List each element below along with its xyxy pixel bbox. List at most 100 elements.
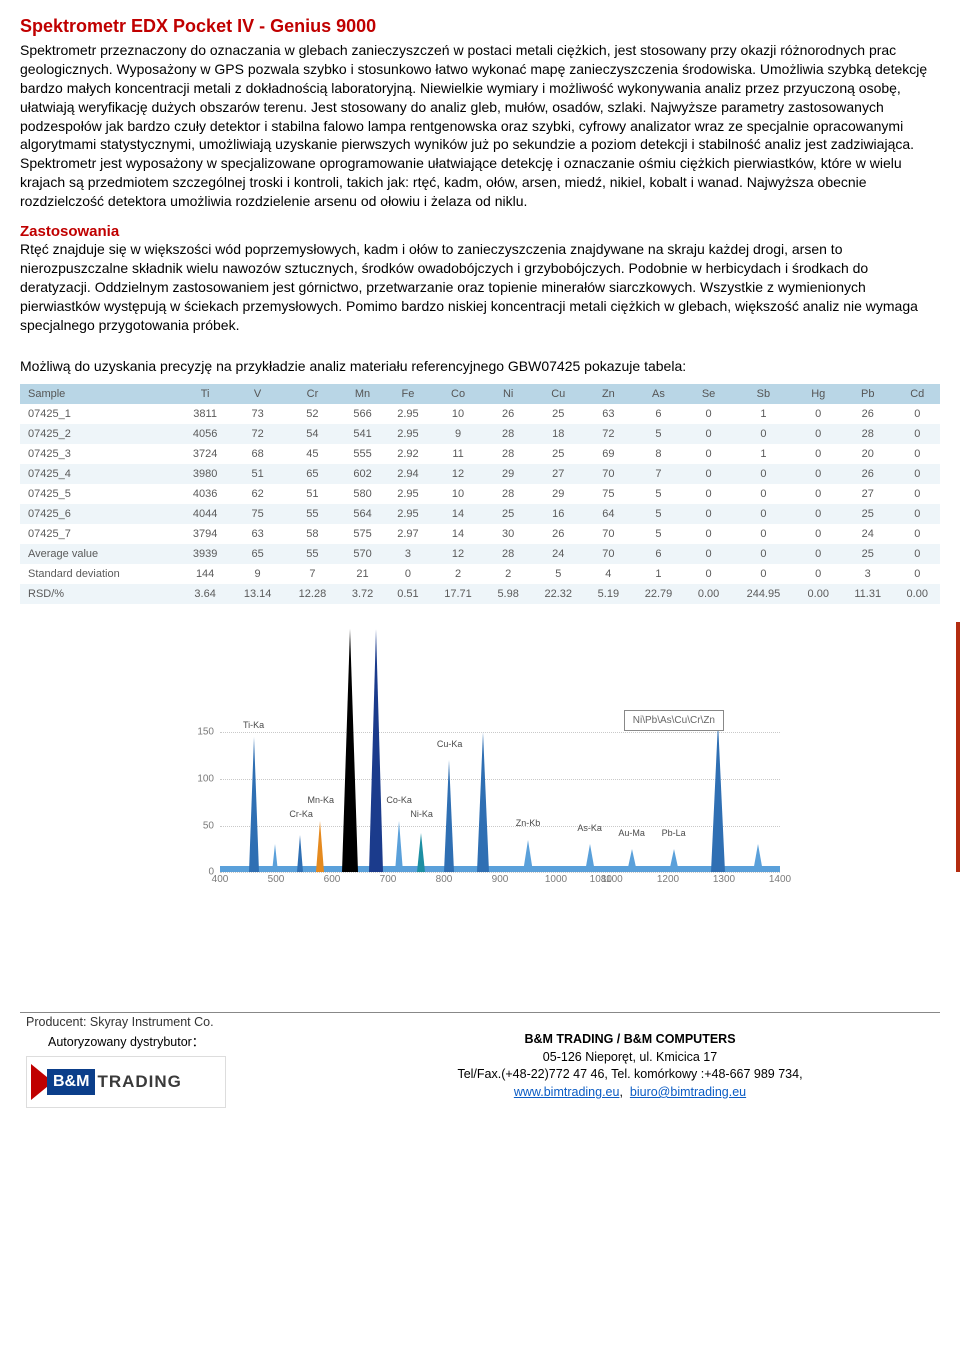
spectrum-peak xyxy=(417,833,425,872)
table-header-cell: Se xyxy=(686,384,731,404)
table-cell: 64 xyxy=(586,504,631,524)
x-axis-tick: 1400 xyxy=(769,874,791,885)
table-cell: 0 xyxy=(686,564,731,584)
table-header-cell: Mn xyxy=(340,384,385,404)
table-cell: 3939 xyxy=(180,544,230,564)
table-cell: 2.95 xyxy=(385,424,430,444)
table-cell: 58 xyxy=(285,524,340,544)
table-cell: 3.64 xyxy=(180,584,230,604)
table-cell: 564 xyxy=(340,504,385,524)
table-cell: 12 xyxy=(431,464,486,484)
table-cell: 11 xyxy=(431,444,486,464)
table-cell: 12 xyxy=(431,544,486,564)
precision-table: SampleTiVCrMnFeCoNiCuZnAsSeSbHgPbCd 0742… xyxy=(20,384,940,604)
table-cell: 30 xyxy=(485,524,530,544)
website-link[interactable]: www.bimtrading.eu xyxy=(514,1085,620,1099)
table-cell: 07425_3 xyxy=(20,444,180,464)
table-cell: 0 xyxy=(731,424,795,444)
table-cell: 5 xyxy=(531,564,586,584)
peak-label: Zn-Kb xyxy=(516,818,541,828)
table-row: RSD/%3.6413.1412.283.720.5117.715.9822.3… xyxy=(20,584,940,604)
table-cell: 5.98 xyxy=(485,584,530,604)
table-cell: 2.95 xyxy=(385,404,430,424)
spectrum-peak xyxy=(369,629,383,872)
table-cell: 13.14 xyxy=(230,584,285,604)
spectrum-peak xyxy=(669,849,679,872)
table-cell: 70 xyxy=(586,464,631,484)
table-cell: 25 xyxy=(841,504,895,524)
table-cell: 0 xyxy=(895,504,941,524)
table-row: 07425_1381173525662.95102625636010260 xyxy=(20,404,940,424)
table-cell: 21 xyxy=(340,564,385,584)
x-axis-tick: 800 xyxy=(436,874,453,885)
table-cell: 28 xyxy=(485,544,530,564)
table-cell: 0 xyxy=(686,404,731,424)
spectrum-peak xyxy=(585,844,595,872)
table-cell: 12.28 xyxy=(285,584,340,604)
table-cell: 5 xyxy=(631,524,686,544)
table-cell: 65 xyxy=(230,544,285,564)
table-cell: 5 xyxy=(631,424,686,444)
table-cell: 3794 xyxy=(180,524,230,544)
table-cell: 0 xyxy=(796,504,841,524)
table-row: 07425_6404475555642.95142516645000250 xyxy=(20,504,940,524)
table-cell: 602 xyxy=(340,464,385,484)
table-cell: 3 xyxy=(841,564,895,584)
table-cell: 20 xyxy=(841,444,895,464)
table-cell: 45 xyxy=(285,444,340,464)
table-cell: 3811 xyxy=(180,404,230,424)
table-cell: 5 xyxy=(631,484,686,504)
y-axis-tick: 150 xyxy=(197,726,214,737)
table-cell: 24 xyxy=(841,524,895,544)
table-cell: 07425_4 xyxy=(20,464,180,484)
table-cell: 0 xyxy=(895,444,941,464)
table-header-cell: Cr xyxy=(285,384,340,404)
table-cell: 0.00 xyxy=(686,584,731,604)
table-cell: 0 xyxy=(731,564,795,584)
table-cell: 28 xyxy=(485,484,530,504)
table-cell: 17.71 xyxy=(431,584,486,604)
y-axis-tick: 50 xyxy=(203,820,214,831)
email-link[interactable]: biuro@bimtrading.eu xyxy=(630,1085,746,1099)
table-cell: 14 xyxy=(431,524,486,544)
table-header-cell: Fe xyxy=(385,384,430,404)
spectrum-peak xyxy=(444,760,454,872)
table-cell: 0 xyxy=(796,464,841,484)
table-header-cell: Zn xyxy=(586,384,631,404)
distributor-label: Autoryzowany dystrybutor： xyxy=(48,1031,320,1050)
table-cell: 55 xyxy=(285,544,340,564)
table-cell: 26 xyxy=(531,524,586,544)
table-cell: 73 xyxy=(230,404,285,424)
table-cell: 0.51 xyxy=(385,584,430,604)
table-cell: 0 xyxy=(796,544,841,564)
table-cell: 28 xyxy=(485,444,530,464)
x-axis-tick: 1300 xyxy=(713,874,735,885)
table-caption: Możliwą do uzyskania precyzję na przykła… xyxy=(20,358,940,374)
table-cell: 54 xyxy=(285,424,340,444)
spectrum-peak xyxy=(316,821,324,872)
table-cell: 4 xyxy=(586,564,631,584)
table-cell: 65 xyxy=(285,464,340,484)
table-row: 07425_3372468455552.92112825698010200 xyxy=(20,444,940,464)
table-row: 07425_2405672545412.9592818725000280 xyxy=(20,424,940,444)
table-cell: 51 xyxy=(230,464,285,484)
table-cell: 0 xyxy=(385,564,430,584)
table-cell: 541 xyxy=(340,424,385,444)
peak-label: As-Ka xyxy=(577,823,602,833)
spectrum-chart: 050100150Ti-KaCr-KaMn-KaCo-KaNi-KaCu-KaZ… xyxy=(170,622,790,902)
table-cell: RSD/% xyxy=(20,584,180,604)
table-cell: 18 xyxy=(531,424,586,444)
table-cell: 70 xyxy=(586,544,631,564)
peak-label: Cr-Ka xyxy=(289,809,313,819)
spectrum-peak xyxy=(627,849,637,872)
table-cell: 3724 xyxy=(180,444,230,464)
table-cell: 14 xyxy=(431,504,486,524)
table-cell: 24 xyxy=(531,544,586,564)
table-cell: 7 xyxy=(285,564,340,584)
table-cell: 0 xyxy=(686,524,731,544)
table-cell: 51 xyxy=(285,484,340,504)
x-axis-tick: 1200 xyxy=(657,874,679,885)
table-cell: 6 xyxy=(631,404,686,424)
table-cell: 566 xyxy=(340,404,385,424)
table-row: 07425_4398051656022.94122927707000260 xyxy=(20,464,940,484)
